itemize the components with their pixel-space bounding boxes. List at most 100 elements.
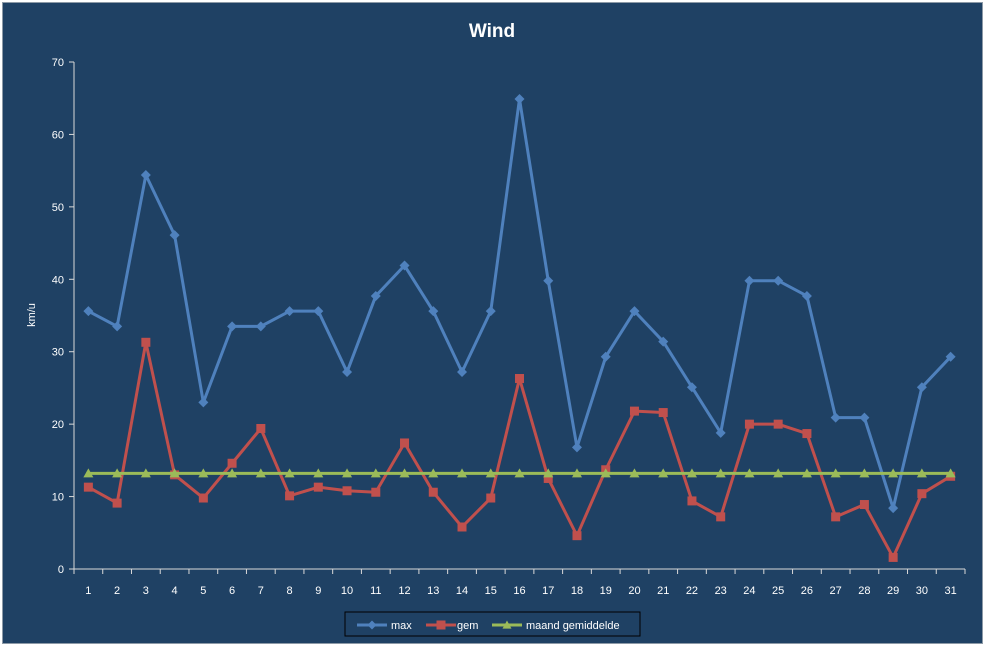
legend-label: gem <box>457 620 478 632</box>
data-point-gem <box>486 493 496 503</box>
data-point-maand-gemiddelde <box>744 468 755 478</box>
data-point-gem <box>371 487 381 497</box>
x-tick-label: 9 <box>315 585 321 597</box>
x-tick-label: 5 <box>200 585 206 597</box>
x-tick-label: 13 <box>427 585 439 597</box>
x-tick-label: 4 <box>172 585 178 597</box>
x-tick-label: 16 <box>513 585 525 597</box>
chart-title: Wind <box>469 21 515 42</box>
data-point-maand-gemiddelde <box>342 468 353 478</box>
data-point-max <box>945 351 956 362</box>
data-point-gem <box>658 408 668 418</box>
data-point-max <box>773 275 784 286</box>
data-point-max <box>686 382 697 393</box>
y-tick-label: 70 <box>52 57 64 69</box>
data-point-gem <box>716 512 726 522</box>
data-point-max <box>399 260 410 271</box>
data-point-gem <box>543 473 553 483</box>
data-point-maand-gemiddelde <box>399 468 410 478</box>
x-tick-label: 15 <box>485 585 497 597</box>
series-max <box>83 93 956 514</box>
data-point-maand-gemiddelde <box>801 468 812 478</box>
y-axis-label: km/u <box>26 303 38 327</box>
data-point-maand-gemiddelde <box>370 468 381 478</box>
x-tick-label: 21 <box>657 585 669 597</box>
data-point-max <box>169 230 180 241</box>
y-tick-label: 0 <box>58 564 64 576</box>
data-point-gem <box>112 498 122 508</box>
data-point-gem <box>400 438 410 448</box>
data-point-max <box>658 336 669 347</box>
x-tick-label: 19 <box>600 585 612 597</box>
x-tick-label: 14 <box>456 585 468 597</box>
data-point-gem <box>773 419 783 429</box>
data-point-maand-gemiddelde <box>83 468 94 478</box>
x-tick-label: 1 <box>85 585 91 597</box>
x-tick-label: 17 <box>542 585 554 597</box>
data-point-max <box>715 427 726 438</box>
data-point-maand-gemiddelde <box>773 468 784 478</box>
data-point-max <box>830 412 841 423</box>
data-point-max <box>370 290 381 301</box>
data-point-maand-gemiddelde <box>543 468 554 478</box>
data-point-maand-gemiddelde <box>112 468 123 478</box>
data-point-gem <box>629 406 639 416</box>
data-point-gem <box>285 491 295 501</box>
data-point-max <box>284 306 295 317</box>
x-tick-label: 11 <box>370 585 381 597</box>
data-point-gem <box>572 531 582 541</box>
legend-item-max: max <box>357 620 412 632</box>
data-point-maand-gemiddelde <box>600 468 611 478</box>
data-point-maand-gemiddelde <box>571 468 582 478</box>
data-point-maand-gemiddelde <box>830 468 841 478</box>
data-point-gem <box>227 458 237 468</box>
data-point-max <box>543 275 554 286</box>
data-point-max <box>485 306 496 317</box>
x-tick-label: 8 <box>287 585 293 597</box>
x-tick-label: 2 <box>114 585 120 597</box>
data-point-max <box>888 503 899 514</box>
data-point-gem <box>515 374 524 384</box>
data-point-maand-gemiddelde <box>255 468 266 478</box>
data-point-gem <box>457 522 467 532</box>
x-tick-label: 3 <box>143 585 149 597</box>
data-point-max <box>916 382 927 393</box>
data-point-maand-gemiddelde <box>485 468 496 478</box>
data-point-maand-gemiddelde <box>198 468 209 478</box>
x-tick-label: 20 <box>628 585 640 597</box>
data-point-max <box>859 412 870 423</box>
data-point-max <box>198 397 209 408</box>
data-point-maand-gemiddelde <box>945 468 956 478</box>
data-point-max <box>457 366 468 377</box>
data-point-gem <box>141 337 151 347</box>
y-tick-label: 20 <box>52 419 64 431</box>
y-tick-label: 40 <box>52 274 64 286</box>
data-point-gem <box>256 423 266 433</box>
x-tick-label: 10 <box>341 585 353 597</box>
data-point-max <box>629 306 640 317</box>
legend-label: max <box>391 620 412 632</box>
data-point-max <box>801 290 812 301</box>
data-point-maand-gemiddelde <box>169 468 180 478</box>
x-tick-label: 31 <box>945 585 957 597</box>
data-point-gem <box>83 482 93 492</box>
data-point-max <box>342 366 353 377</box>
data-point-maand-gemiddelde <box>629 468 640 478</box>
legend: max gem maand gemiddelde <box>344 611 641 637</box>
data-point-gem <box>428 487 438 497</box>
legend-swatch-marker <box>436 620 446 630</box>
data-point-max <box>255 321 266 332</box>
data-point-gem <box>744 419 754 429</box>
x-tick-label: 24 <box>743 585 755 597</box>
x-tick-label: 30 <box>916 585 928 597</box>
series-maand-gemiddelde <box>83 468 956 478</box>
data-point-maand-gemiddelde <box>457 468 468 478</box>
y-tick-label: 30 <box>52 347 64 359</box>
x-tick-label: 22 <box>686 585 698 597</box>
data-point-maand-gemiddelde <box>428 468 439 478</box>
data-point-maand-gemiddelde <box>514 468 525 478</box>
data-point-maand-gemiddelde <box>658 468 669 478</box>
data-point-maand-gemiddelde <box>140 468 151 478</box>
data-point-max <box>313 306 324 317</box>
